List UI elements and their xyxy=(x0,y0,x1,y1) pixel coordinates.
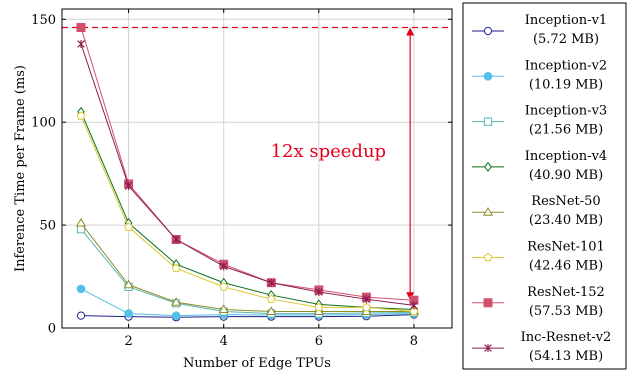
series-inc-resnet-v2 xyxy=(77,39,418,310)
plot-frame xyxy=(61,8,453,329)
data-point xyxy=(267,278,276,287)
data-point xyxy=(219,282,229,291)
legend-box xyxy=(462,2,627,370)
data-point xyxy=(124,222,133,231)
data-point xyxy=(77,39,85,48)
legend-marker xyxy=(482,207,494,216)
series-line xyxy=(80,111,414,310)
data-point xyxy=(314,302,324,312)
data-point xyxy=(123,279,134,289)
data-point xyxy=(219,262,228,271)
data-point xyxy=(76,311,86,320)
legend-marker xyxy=(483,26,493,36)
y-tick-label: 50 xyxy=(39,219,56,234)
legend-size-label: (5.72 MB) xyxy=(533,32,599,47)
legend-marker xyxy=(483,252,493,262)
x-tick-label: 8 xyxy=(410,334,418,349)
y-axis-title: Inference Time per Frame (ms) xyxy=(13,65,28,272)
reference-layer xyxy=(62,26,452,301)
legend-marker xyxy=(484,161,492,172)
speedup-arrow-head-top xyxy=(406,27,415,36)
legend-entry: ResNet-101 (42.46 MB) xyxy=(472,240,605,274)
series-line xyxy=(80,288,414,317)
data-point xyxy=(409,306,419,316)
legend-entry: ResNet-50 (23.40 MB) xyxy=(472,194,603,228)
legend-label: ResNet-101 xyxy=(527,240,605,255)
legend-label: Inc-Resnet-v2 xyxy=(521,330,612,345)
y-tick-label: 100 xyxy=(31,116,56,131)
series-resnet-101 xyxy=(76,111,419,316)
data-point xyxy=(124,309,133,318)
legend-size-label: (10.19 MB) xyxy=(529,77,603,92)
grid-layer xyxy=(62,9,452,329)
data-point xyxy=(171,297,182,306)
legend-label: Inception-v3 xyxy=(525,104,607,119)
y-tick-label: 150 xyxy=(31,13,56,28)
speedup-annotation-label: 12x speedup xyxy=(271,141,386,162)
data-point xyxy=(172,235,180,244)
data-point xyxy=(266,294,276,303)
legend-label: ResNet-152 xyxy=(527,285,605,300)
legend-label: Inception-v1 xyxy=(525,13,607,28)
y-tick-label: 0 xyxy=(48,322,56,337)
series-line xyxy=(80,27,414,301)
data-point xyxy=(362,302,371,312)
data-point xyxy=(218,304,229,313)
data-point xyxy=(171,311,181,320)
legend-size-label: (21.56 MB) xyxy=(529,123,603,138)
data-point xyxy=(266,306,277,316)
legend-size-label: (57.53 MB) xyxy=(529,304,603,319)
data-point xyxy=(76,111,86,120)
legend-size-label: (42.46 MB) xyxy=(529,259,603,274)
series-layer xyxy=(75,23,420,322)
data-point xyxy=(75,217,87,227)
legend-entry: ResNet-152 (57.53 MB) xyxy=(472,285,605,319)
legend-label: Inception-v4 xyxy=(525,149,607,164)
legend-entry: Inception-v2 (10.19 MB) xyxy=(472,58,607,92)
legend-label: Inception-v2 xyxy=(525,58,607,73)
x-tick-label: 6 xyxy=(315,334,323,349)
data-point xyxy=(410,301,418,310)
series-line xyxy=(80,43,415,306)
data-point xyxy=(315,287,323,296)
legend-size-label: (54.13 MB) xyxy=(529,349,603,364)
data-point xyxy=(124,181,133,190)
data-point xyxy=(362,295,371,304)
legend-entry: Inception-v1 (5.72 MB) xyxy=(472,13,607,47)
legend-marker xyxy=(483,298,493,308)
x-tick-label: 2 xyxy=(124,334,132,349)
axes-layer: 2 4 6 8 0 50 100 150 xyxy=(31,8,453,349)
legend-entry: Inception-v3 (21.56 MB) xyxy=(472,104,607,138)
x-axis-title: Number of Edge TPUs xyxy=(183,356,331,371)
legend-size-label: (23.40 MB) xyxy=(529,213,603,228)
legend-marker xyxy=(483,117,493,126)
x-tick-label: 4 xyxy=(220,334,228,349)
legend-marker xyxy=(484,344,492,353)
series-line xyxy=(80,228,414,315)
legend: Inception-v1 (5.72 MB) Inception-v2 (10.19 … xyxy=(462,2,627,370)
series-line xyxy=(80,222,414,313)
data-point xyxy=(171,263,181,273)
data-point xyxy=(76,284,86,294)
legend-size-label: (40.90 MB) xyxy=(529,168,603,183)
series-line xyxy=(80,115,414,313)
legend-entry: Inception-v4 (40.90 MB) xyxy=(472,149,607,183)
legend-entry: Inc-Resnet-v2 (54.13 MB) xyxy=(472,330,611,364)
series-line xyxy=(81,314,414,318)
legend-label: ResNet-50 xyxy=(531,194,600,209)
data-point xyxy=(76,23,86,33)
legend-marker xyxy=(483,72,493,81)
